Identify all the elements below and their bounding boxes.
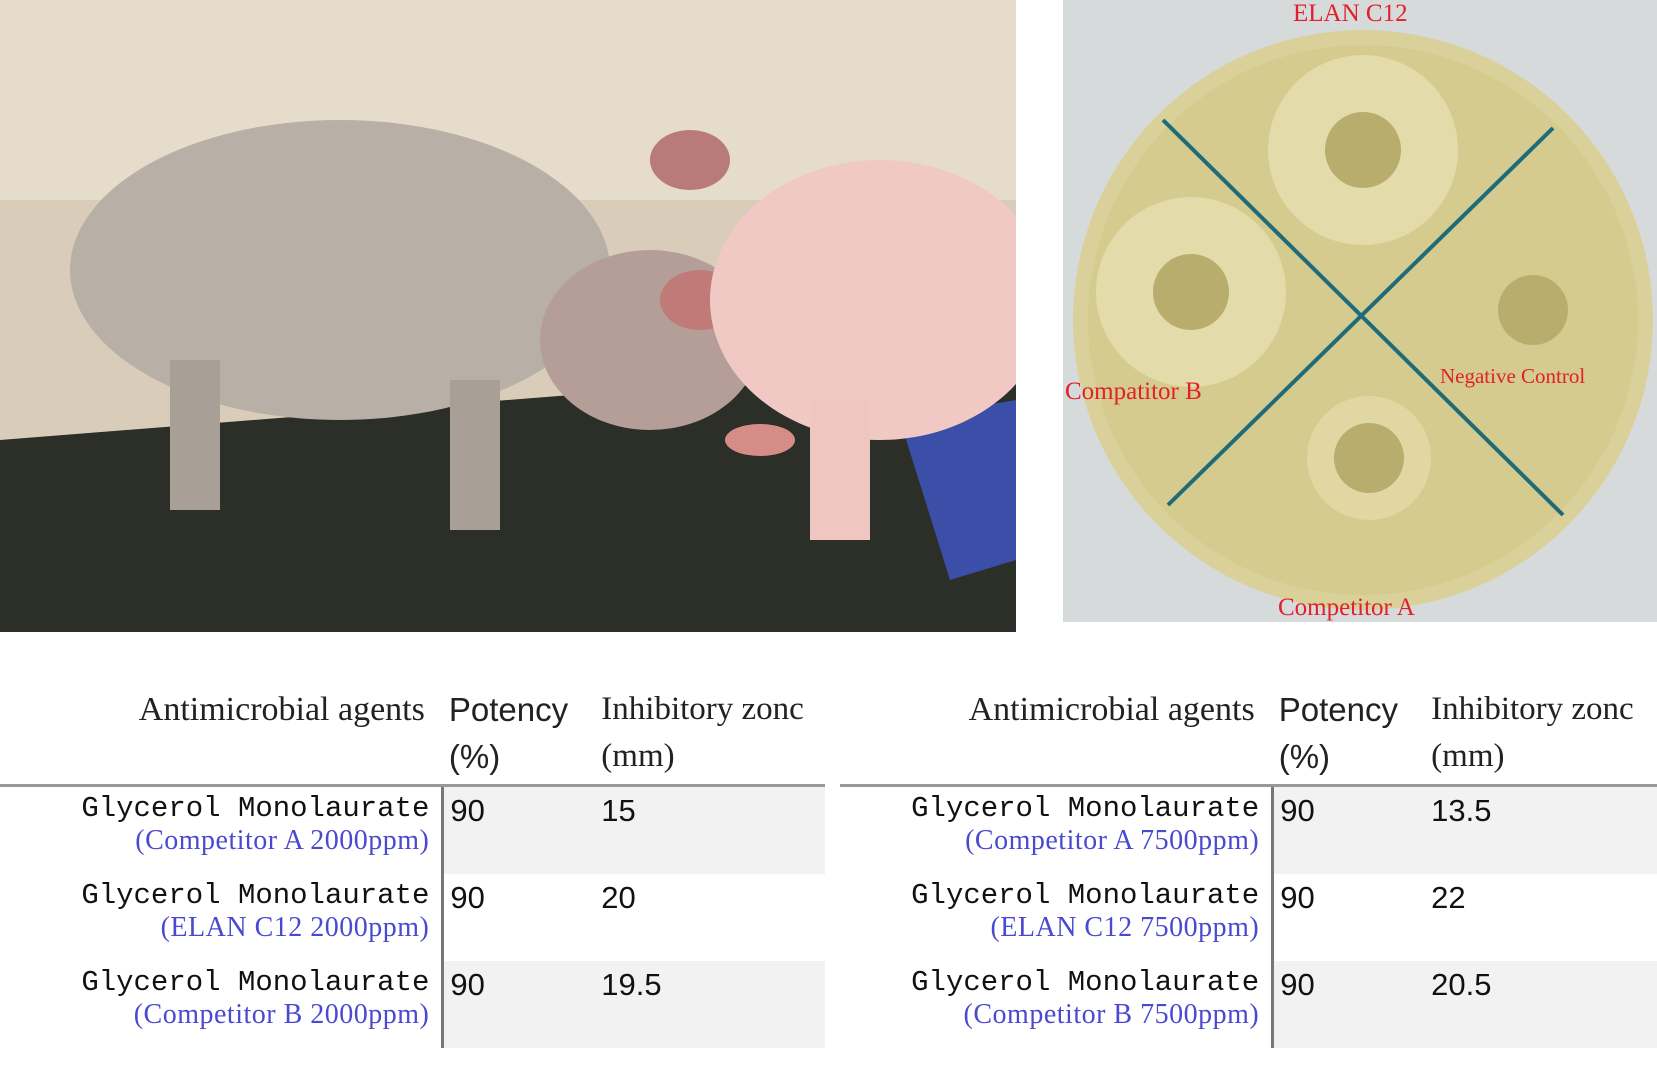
table-row: Glycerol Monolaurate (Competitor B 7500pp… (840, 961, 1657, 1048)
table-row: Glycerol Monolaurate (Competitor A 2000pp… (0, 785, 825, 874)
header-row: Antimicrobial agents Potency (%) Inhibitor… (0, 678, 825, 787)
agent-name: Glycerol Monolaurate (911, 879, 1260, 912)
column-header: Inhibitory zonc (mm) (1425, 678, 1657, 787)
potency-cell: 90 (442, 785, 596, 874)
zone-cell: 22 (1431, 880, 1466, 915)
table-row: Glycerol Monolaurate (ELAN C12 7500ppm) 90… (840, 874, 1657, 961)
agent-name: Glycerol Monolaurate (81, 792, 430, 825)
agent-name: Glycerol Monolaurate (81, 966, 430, 999)
column-header: Antimicrobial agents (840, 678, 1273, 787)
data-table: Antimicrobial agents Potency (%) Inhibitor… (840, 678, 1657, 1048)
zone-cell: 13.5 (1425, 785, 1657, 874)
column-header: Inhibitory zonc (mm) (595, 678, 825, 787)
product-name: (Competitor B 7500ppm) (963, 999, 1260, 1030)
plate-label: Negative Control (1440, 364, 1586, 388)
zone-cell: 20 (601, 880, 636, 915)
data-table: Antimicrobial agents Potency (%) Inhibitor… (0, 678, 825, 1048)
potency-cell: 90 (450, 880, 485, 915)
zone-cell: 15 (595, 785, 825, 874)
agent-cell: Glycerol Monolaurate (ELAN C12 7500ppm) (840, 874, 1275, 961)
plate-label: ELAN C12 (1293, 0, 1408, 27)
table-row: Glycerol Monolaurate (ELAN C12 2000ppm) 90… (0, 874, 825, 961)
agent-cell: Glycerol Monolaurate (ELAN C12 2000ppm) (0, 874, 445, 961)
potency-cell: 90 (442, 961, 596, 1048)
potency-cell: 90 (1280, 880, 1315, 915)
agent-name: Glycerol Monolaurate (911, 966, 1260, 999)
plate-label: Compatitor B (1065, 378, 1202, 405)
potency-cell: 90 (1272, 785, 1426, 874)
agent-cell: Glycerol Monolaurate (Competitor A 7500pp… (840, 785, 1275, 874)
potency-cell: 90 (1272, 961, 1426, 1048)
product-name: (Competitor A 7500ppm) (965, 825, 1260, 856)
product-name: (ELAN C12 7500ppm) (990, 912, 1260, 943)
agent-cell: Glycerol Monolaurate (Competitor B 2000pp… (0, 961, 445, 1048)
column-header: Potency (%) (1272, 678, 1426, 787)
petri-dish-photo (1063, 0, 1657, 622)
agent-name: Glycerol Monolaurate (81, 879, 430, 912)
pig-photo (0, 0, 1016, 632)
agent-cell: Glycerol Monolaurate (Competitor B 7500pp… (840, 961, 1275, 1048)
agent-cell: Glycerol Monolaurate (Competitor A 2000pp… (0, 785, 445, 874)
table-row: Glycerol Monolaurate (Competitor A 7500pp… (840, 785, 1657, 874)
product-name: (Competitor A 2000ppm) (135, 825, 430, 856)
header-row: Antimicrobial agents Potency (%) Inhibitor… (840, 678, 1657, 787)
table-row: Glycerol Monolaurate (Competitor B 2000pp… (0, 961, 825, 1048)
column-header: Potency (%) (442, 678, 596, 787)
plate-label: Competitor A (1278, 594, 1415, 621)
column-header: Antimicrobial agents (0, 678, 443, 787)
zone-cell: 20.5 (1425, 961, 1657, 1048)
zone-cell: 19.5 (595, 961, 825, 1048)
product-name: (ELAN C12 2000ppm) (160, 912, 430, 943)
product-name: (Competitor B 2000ppm) (133, 999, 430, 1030)
agent-name: Glycerol Monolaurate (911, 792, 1260, 825)
